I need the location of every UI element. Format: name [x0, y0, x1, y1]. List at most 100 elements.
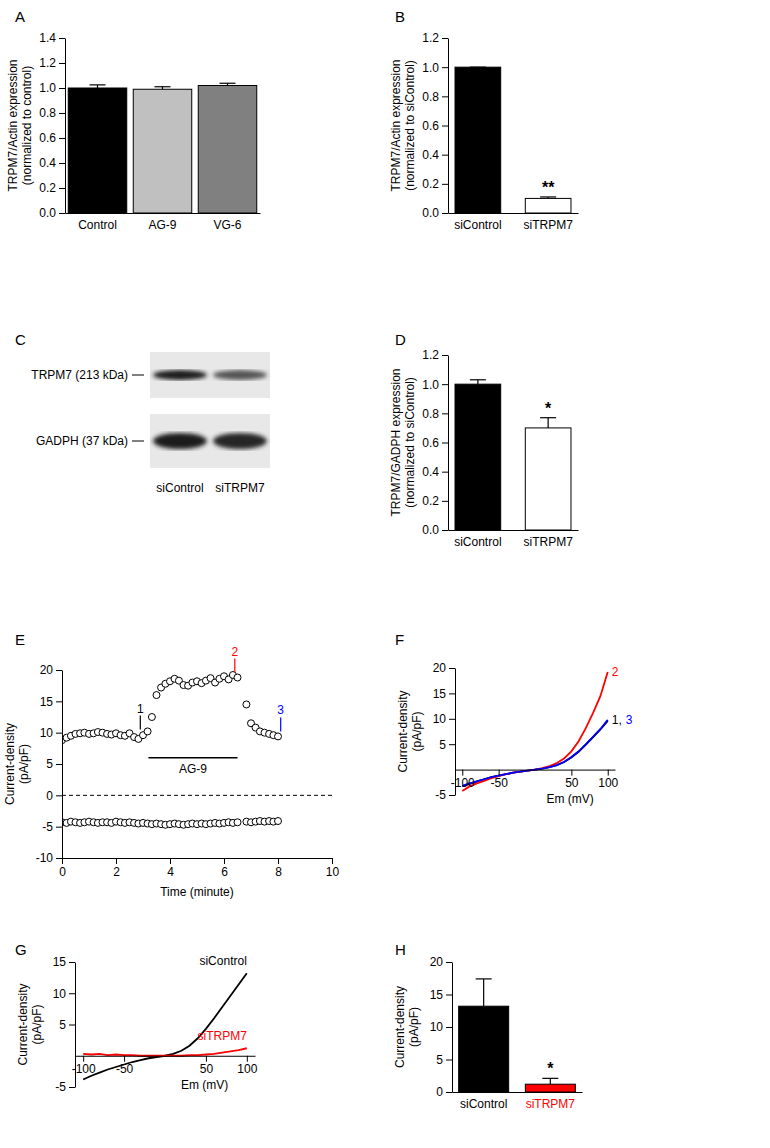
y-axis-tick-label: 0.8	[39, 106, 56, 120]
y-axis-tick: 0.0	[39, 206, 65, 220]
x-axis-tick-label: siTRPM7	[523, 218, 573, 232]
blot-row-label: TRPM7 (213 kDa)	[31, 368, 128, 382]
x-axis: ControlAG-9VG-6	[66, 213, 261, 232]
x-axis-tick: siTRPM7	[523, 213, 573, 232]
y-axis-tick-label: 0.4	[422, 148, 439, 162]
y-axis-title: TRPM7/Actin expression	[6, 59, 20, 191]
y-axis-tick-mark	[442, 384, 448, 385]
point	[275, 733, 282, 740]
error-bar-cap	[155, 86, 171, 87]
y-axis-tick: 5	[439, 738, 455, 752]
y-axis-tick-mark	[442, 355, 448, 356]
y-axis-title: (pA/pF)	[410, 711, 424, 751]
series-line	[462, 720, 607, 786]
error-bar-stem	[548, 418, 549, 428]
x-axis: -100-5050100	[451, 770, 619, 791]
y-axis-tick: 20	[433, 661, 455, 675]
y-axis-tick-label: 1.0	[39, 81, 56, 95]
blot-panel	[150, 352, 270, 398]
y-axis-tick-label: 15	[53, 955, 67, 969]
x-axis-tick: 0	[59, 858, 66, 879]
y-axis-tick: 0.0	[422, 206, 448, 220]
y-axis-tick-label: 1.2	[39, 56, 56, 70]
x-axis-tick-label: -100	[451, 776, 475, 790]
y-axis-tick-label: 0.0	[422, 206, 439, 220]
y-axis-tick-mark	[69, 1025, 75, 1026]
y-axis-tick: 5	[59, 1018, 75, 1032]
x-axis-tick-label: Control	[78, 218, 117, 232]
y-axis: -10-505101520	[36, 663, 63, 865]
series-label: siControl	[199, 954, 246, 968]
point	[275, 818, 282, 825]
x-axis-title: Em (mV)	[181, 1078, 228, 1092]
y-axis-tick-mark	[442, 96, 448, 97]
y-axis-tick-label: 0.2	[39, 181, 56, 195]
y-axis-tick-label: 0.8	[422, 407, 439, 421]
y-axis-tick: 1.2	[422, 31, 448, 45]
time-marker-label: 2	[231, 645, 238, 659]
panel: F-55101520-100-505010021,3Em (mV)Current…	[395, 631, 633, 806]
error-bar	[470, 67, 486, 68]
y-axis-tick-label: 0.0	[39, 206, 56, 220]
y-axis-tick-mark	[446, 1027, 452, 1028]
x-axis-tick: 50	[200, 1056, 214, 1077]
x-axis-tick: -50	[116, 1056, 134, 1077]
y-axis-tick: 0.8	[422, 407, 448, 421]
error-bar	[470, 380, 486, 384]
bar	[133, 89, 192, 213]
x-axis-tick: 6	[221, 858, 228, 879]
x-axis-tick: 10	[326, 858, 340, 879]
y-axis-tick: 15	[430, 988, 452, 1002]
y-axis-tick-mark	[69, 1087, 75, 1088]
panel-label: G	[15, 941, 27, 958]
y-axis-tick-mark	[56, 670, 62, 671]
y-axis-tick-mark	[442, 443, 448, 444]
bar	[459, 1006, 509, 1092]
y-axis-tick-mark	[442, 38, 448, 39]
point	[144, 728, 151, 735]
x-axis-tick: siTRPM7	[523, 530, 573, 549]
y-axis-tick-mark	[442, 213, 448, 214]
y-axis-tick: 1.0	[422, 61, 448, 75]
point	[234, 819, 241, 826]
y-axis-tick-mark	[56, 827, 62, 828]
panel-label: B	[395, 8, 405, 25]
y-axis-tick: 1.2	[39, 56, 65, 70]
x-axis-tick-label: VG-6	[213, 218, 241, 232]
error-bar	[540, 418, 556, 428]
y-axis-tick: -5	[435, 788, 455, 802]
x-axis-line	[453, 1092, 583, 1093]
y-axis-tick-label: 10	[40, 726, 54, 740]
x-axis-tick: 50	[565, 770, 579, 791]
y-axis-tick-label: 0.6	[39, 131, 56, 145]
x-axis-tick-label: 100	[237, 1062, 257, 1076]
y-axis-tick-label: 1.2	[422, 348, 439, 362]
treatment-bar	[148, 757, 237, 759]
plot-marks	[83, 973, 247, 1079]
x-axis-tick: VG-6	[213, 213, 241, 232]
series-line	[462, 721, 607, 787]
time-marker	[140, 716, 141, 730]
bar	[525, 198, 571, 213]
y-axis-tick: 0.8	[422, 90, 448, 104]
error-bar	[90, 85, 106, 88]
y-axis-tick: 1.2	[422, 348, 448, 362]
x-axis-tick-label: 50	[565, 776, 579, 790]
panel: A0.00.20.40.60.81.01.21.4ControlAG-9VG-6…	[6, 8, 261, 232]
panel-label: A	[15, 8, 25, 25]
y-axis-tick-mark	[442, 530, 448, 531]
y-axis-tick: 15	[53, 955, 75, 969]
y-axis-tick-mark	[442, 472, 448, 473]
y-axis-tick-label: 10	[433, 712, 447, 726]
bar	[198, 86, 257, 214]
y-axis-tick-label: 0.4	[422, 465, 439, 479]
x-axis-tick-label: 10	[326, 865, 340, 879]
panel-label: F	[395, 631, 404, 648]
x-axis-tick-mark	[206, 1056, 207, 1062]
y-axis-tick-label: 0.6	[422, 119, 439, 133]
y-axis-tick-mark	[59, 163, 65, 164]
x-axis-line	[76, 1056, 256, 1057]
bar	[525, 428, 571, 530]
x-axis-tick-label: 6	[221, 865, 228, 879]
y-axis: 0.00.20.40.60.81.01.2	[422, 31, 448, 220]
